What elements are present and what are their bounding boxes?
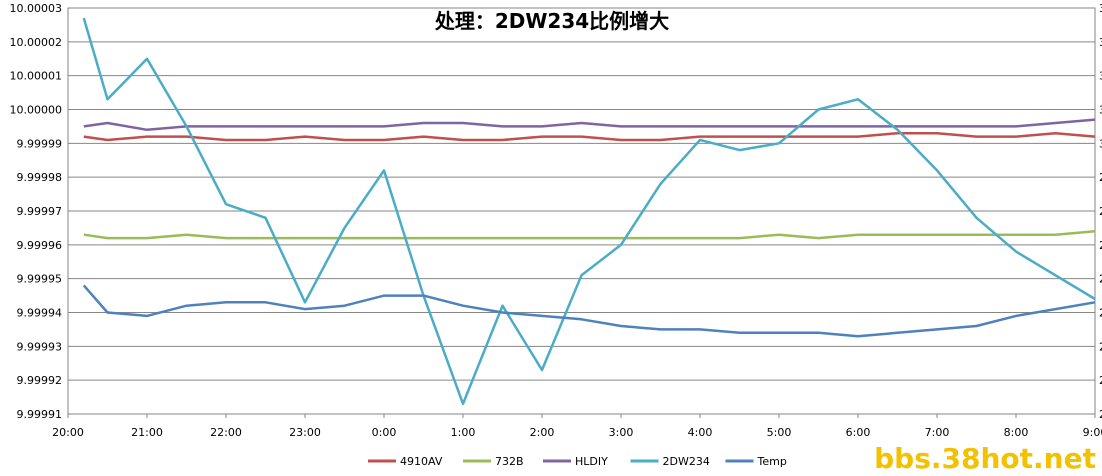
x-tick-label: 3:00	[609, 426, 634, 439]
series-line-732b	[83, 230, 1096, 240]
y-tick-label: 9.99993	[17, 340, 63, 353]
y-tick-label: 9.99997	[17, 205, 63, 218]
series-line-4910av	[83, 131, 1096, 142]
y-tick-label: 9.99998	[17, 171, 63, 184]
y2-tick-label: 27	[1099, 239, 1102, 252]
y-tick-label: 9.99999	[17, 137, 63, 150]
x-tick-label: 2:00	[530, 426, 555, 439]
y-axis-right: 22 23 24 25 26 27 28 29 30 31 32 33 34	[1099, 2, 1102, 421]
y2-tick-label: 33	[1099, 36, 1102, 49]
y-tick-label: 10.00000	[10, 104, 63, 117]
x-tick-label: 9:00	[1083, 426, 1102, 439]
watermark: bbs.38hot.net	[874, 442, 1096, 475]
x-tick-label: 20:00	[52, 426, 84, 439]
chart-title: 处理：2DW234比例增大	[434, 9, 669, 33]
x-tick-label: 7:00	[925, 426, 950, 439]
y2-tick-label: 31	[1099, 104, 1102, 117]
legend-label-732b: 732B	[495, 455, 524, 468]
legend-label-temp: Temp	[757, 455, 787, 468]
y-axis-left: 9.99991 9.99992 9.99993 9.99994 9.99995 9.999…	[10, 2, 63, 421]
y2-tick-label: 23	[1099, 374, 1102, 387]
x-tick-label: 0:00	[372, 426, 397, 439]
legend-label-hldiy: HLDIY	[575, 455, 608, 468]
y2-tick-label: 26	[1099, 273, 1102, 286]
y2-tick-label: 32	[1099, 70, 1102, 83]
y-tick-label: 10.00002	[10, 36, 63, 49]
y-tick-label: 9.99992	[17, 374, 63, 387]
y-tick-label: 10.00001	[10, 70, 63, 83]
x-tick-label: 21:00	[131, 426, 163, 439]
y-tick-label: 9.99996	[17, 239, 63, 252]
series-lines	[82, 17, 1096, 406]
y-tick-label: 9.99994	[17, 307, 63, 320]
y-tick-label: 9.99995	[17, 273, 63, 286]
series-line-hldiy	[83, 118, 1096, 132]
y2-tick-label: 22	[1099, 408, 1102, 421]
y2-tick-label: 34	[1099, 2, 1102, 15]
y2-tick-label: 24	[1099, 340, 1102, 353]
series-line-temp	[82, 284, 1096, 338]
plot-area-border	[67, 7, 1096, 415]
y-tick-label: 9.99991	[17, 408, 63, 421]
legend: 4910AV 732B HLDIY 2DW234 Temp	[368, 455, 787, 468]
series-line-2dw234	[82, 17, 1096, 406]
y2-tick-label: 29	[1099, 171, 1102, 184]
x-tick-label: 22:00	[210, 426, 242, 439]
legend-label-4910av: 4910AV	[400, 455, 443, 468]
x-tick-label: 1:00	[451, 426, 476, 439]
x-tick-label: 5:00	[767, 426, 792, 439]
y2-tick-label: 28	[1099, 205, 1102, 218]
x-tick-label: 6:00	[846, 426, 871, 439]
y2-tick-label: 30	[1099, 137, 1102, 150]
y2-tick-label: 25	[1099, 307, 1102, 320]
y-tick-label: 10.00003	[10, 2, 63, 15]
x-tick-label: 23:00	[289, 426, 321, 439]
x-axis: 20:00 21:00 22:00 23:00 0:00 1:00 2:00 3:00 4:00…	[52, 414, 1102, 439]
x-tick-label: 8:00	[1004, 426, 1029, 439]
legend-label-2dw234: 2DW234	[663, 455, 710, 468]
gridlines	[68, 41, 1095, 381]
x-tick-label: 4:00	[688, 426, 713, 439]
